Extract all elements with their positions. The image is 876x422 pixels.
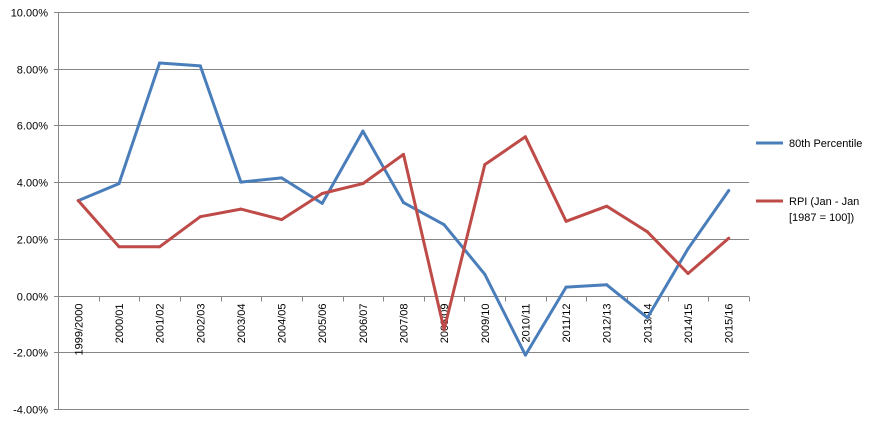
gridlines (58, 12, 749, 410)
x-tick-label: 2004/05 (277, 304, 289, 344)
data-point (280, 176, 284, 180)
data-point (239, 180, 243, 184)
data-point (483, 163, 487, 167)
data-point (320, 192, 324, 195)
y-tick-label: -4.00% (13, 405, 48, 417)
data-point (198, 64, 202, 68)
data-point (117, 182, 121, 186)
data-point (320, 201, 324, 205)
x-tick-label: 2012/13 (602, 304, 614, 344)
x-tick-label: 2011/12 (561, 304, 573, 343)
x-tick-label: 2005/06 (317, 304, 329, 344)
legend: 80th Percentile RPI (Jan - Jan [1987 = 100… (756, 138, 862, 224)
data-point (523, 135, 527, 139)
data-point (645, 316, 649, 320)
y-axis-tick-labels: -4.00% -2.00% 0.00% 2.00% 4.00% 6.00% 8.00% 10.… (11, 8, 49, 417)
y-tick-label: 0.00% (17, 292, 48, 304)
data-point (564, 219, 568, 223)
data-point (239, 207, 243, 211)
data-point (564, 285, 568, 289)
data-point (76, 199, 80, 203)
y-tick-label: 4.00% (17, 178, 48, 190)
data-point (158, 245, 162, 249)
data-point (402, 201, 405, 205)
data-point (727, 189, 731, 193)
series-line (76, 135, 731, 332)
series-1 (76, 135, 731, 332)
x-tick-label: 2010/11 (520, 304, 532, 343)
data-point (117, 245, 121, 249)
x-axis-tick-labels: 1999/2000 2000/01 2001/02 2002/03 2003/04 200… (73, 304, 735, 356)
data-point (645, 230, 649, 234)
data-point (280, 218, 284, 222)
data-point (686, 272, 690, 275)
x-tick-label: 2007/08 (399, 304, 411, 344)
legend-item: RPI (Jan - Jan [1987 = 100]) (756, 196, 859, 224)
y-tick-label: 8.00% (17, 65, 48, 77)
data-point (402, 152, 405, 156)
data-point (605, 283, 609, 287)
x-tick-label: 2002/03 (195, 304, 207, 344)
x-tick-label: 2001/02 (155, 304, 167, 344)
data-point (686, 247, 690, 251)
x-tick-label: 1999/2000 (73, 304, 85, 356)
data-point (442, 223, 446, 227)
data-point (727, 236, 731, 240)
data-point (361, 182, 365, 186)
data-point (158, 61, 162, 65)
y-tick-label: 6.00% (17, 121, 48, 133)
data-point (523, 353, 527, 357)
y-tick-label: 10.00% (11, 8, 49, 20)
data-point (483, 272, 487, 276)
legend-label: [1987 = 100]) (789, 212, 854, 224)
x-tick-label: 2014/15 (683, 304, 695, 344)
data-point (605, 204, 609, 208)
x-tick-label: 2003/04 (236, 304, 248, 344)
x-tick-label: 2009/10 (480, 304, 492, 344)
y-tick-label: -2.00% (13, 348, 48, 360)
legend-label: 80th Percentile (789, 138, 862, 150)
legend-label: RPI (Jan - Jan (789, 196, 859, 208)
y-tick-label: 2.00% (17, 235, 48, 247)
axes (54, 12, 750, 410)
data-point (442, 328, 446, 332)
legend-item: 80th Percentile (756, 138, 862, 150)
data-point (198, 215, 202, 219)
x-tick-label: 2015/16 (724, 304, 736, 344)
x-tick-label: 2000/01 (114, 304, 126, 344)
data-point (361, 129, 365, 133)
series-lines (76, 61, 731, 357)
x-tick-label: 2006/07 (358, 304, 370, 344)
